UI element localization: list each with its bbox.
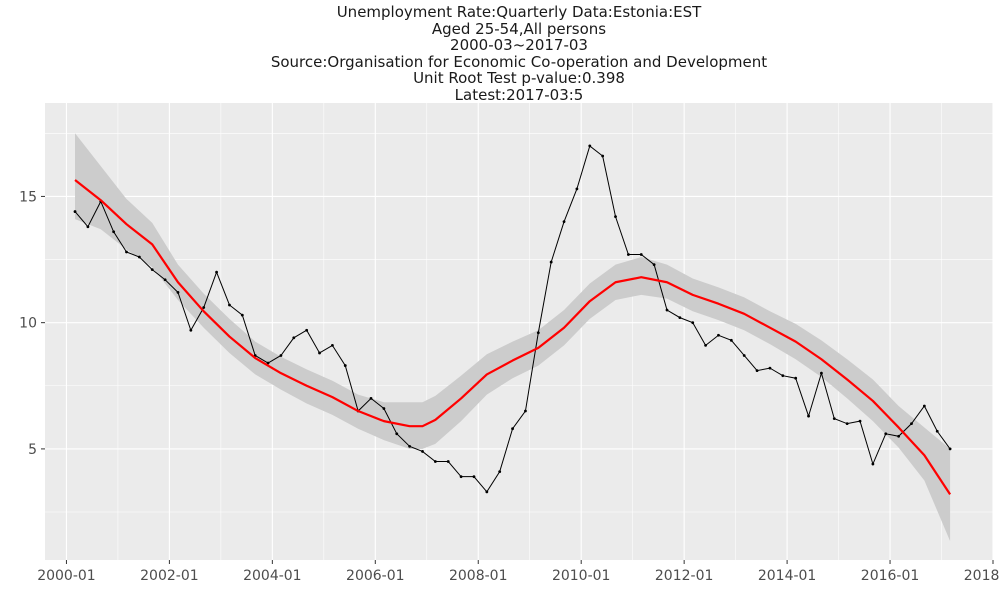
- data-point: [202, 306, 206, 309]
- data-point: [498, 470, 502, 474]
- plot-panel: [45, 103, 993, 560]
- axis-ticks: 2000-01 2002-01 2004-01 2006-01 2008-01 2010-…: [19, 189, 1000, 584]
- data-point: [871, 462, 875, 466]
- data-point: [729, 338, 733, 342]
- data-point: [137, 255, 141, 259]
- data-point: [832, 417, 836, 421]
- x-tick-label: 2018-01: [964, 568, 1000, 584]
- data-point: [845, 422, 849, 426]
- data-point: [189, 328, 193, 332]
- title-line-1: Unemployment Rate:Quarterly Data:Estonia…: [336, 3, 702, 21]
- data-point: [665, 308, 669, 312]
- data-point: [279, 354, 283, 357]
- x-tick-label: 2004-01: [243, 568, 302, 584]
- data-point: [691, 321, 695, 325]
- data-point: [240, 313, 244, 317]
- data-point: [292, 336, 296, 340]
- data-point: [858, 419, 862, 423]
- data-point: [176, 290, 180, 294]
- data-point: [549, 260, 553, 264]
- data-point: [459, 475, 463, 479]
- data-point: [742, 354, 746, 357]
- data-point: [678, 316, 682, 320]
- data-point: [588, 144, 592, 148]
- data-point: [395, 432, 399, 436]
- data-point: [421, 450, 424, 453]
- data-point: [922, 404, 926, 408]
- title-line-3: 2000-03~2017-03: [450, 36, 588, 54]
- title-line-4: Source:Organisation for Economic Co-oper…: [270, 52, 768, 71]
- x-tick-label: 2006-01: [346, 568, 405, 584]
- title-line-6: Latest:2017-03:5: [454, 85, 584, 104]
- data-point: [614, 215, 617, 219]
- data-point: [408, 444, 412, 448]
- data-point: [266, 361, 270, 365]
- x-tick-label: 2016-01: [861, 568, 920, 584]
- x-tick-label: 2002-01: [140, 568, 199, 584]
- data-point: [433, 460, 437, 463]
- title-line-2: Aged 25-54,All persons: [431, 19, 607, 38]
- x-tick-label: 2000-01: [37, 568, 96, 584]
- data-point: [536, 331, 540, 335]
- x-tick-label: 2012-01: [655, 568, 714, 584]
- x-tick-label: 2010-01: [552, 568, 611, 584]
- data-point: [601, 154, 605, 158]
- data-point: [948, 447, 952, 451]
- data-point: [382, 407, 386, 410]
- data-point: [704, 343, 707, 347]
- x-tick-label: 2014-01: [758, 568, 817, 584]
- smooth-trend: [74, 179, 952, 495]
- chart-title: Unemployment Rate:Quarterly Data:Estonia…: [45, 4, 993, 103]
- data-point: [305, 328, 309, 332]
- data-point: [343, 364, 347, 367]
- data-point: [910, 422, 913, 426]
- y-tick-label: 10: [19, 316, 37, 332]
- data-point: [781, 374, 785, 378]
- data-point: [794, 376, 798, 380]
- data-point: [485, 490, 489, 494]
- data-point: [318, 351, 321, 355]
- data-point: [215, 270, 218, 274]
- title-line-5: Unit Root Test p-value:0.398: [413, 69, 625, 87]
- data-point: [369, 397, 373, 400]
- data-point: [884, 432, 888, 436]
- smooth-trend-line: [74, 179, 952, 495]
- data-point: [717, 333, 720, 337]
- y-tick-label: 15: [19, 189, 37, 205]
- data-point: [626, 253, 630, 256]
- data-point: [112, 230, 116, 234]
- data-point: [820, 371, 823, 375]
- data-point: [228, 303, 231, 307]
- data-point: [446, 460, 450, 463]
- x-tick-label: 2008-01: [449, 568, 508, 584]
- data-point: [897, 434, 901, 438]
- y-tick-label: 5: [28, 442, 37, 458]
- data-point: [331, 343, 334, 347]
- data-point: [524, 409, 527, 413]
- data-point: [125, 250, 128, 254]
- data-point: [73, 210, 77, 213]
- confidence-band-area: [75, 133, 951, 542]
- data-point: [511, 427, 514, 431]
- data-point: [807, 414, 810, 418]
- data-point: [755, 369, 759, 373]
- data-point: [768, 366, 772, 370]
- data-point: [163, 278, 167, 282]
- data-point: [562, 220, 566, 224]
- data-point: [639, 253, 643, 256]
- data-point: [472, 475, 476, 479]
- data-point: [86, 225, 90, 229]
- confidence-band: [75, 133, 951, 542]
- data-point: [652, 263, 656, 266]
- data-point: [150, 268, 154, 272]
- data-point: [935, 429, 939, 433]
- data-point: [575, 187, 579, 191]
